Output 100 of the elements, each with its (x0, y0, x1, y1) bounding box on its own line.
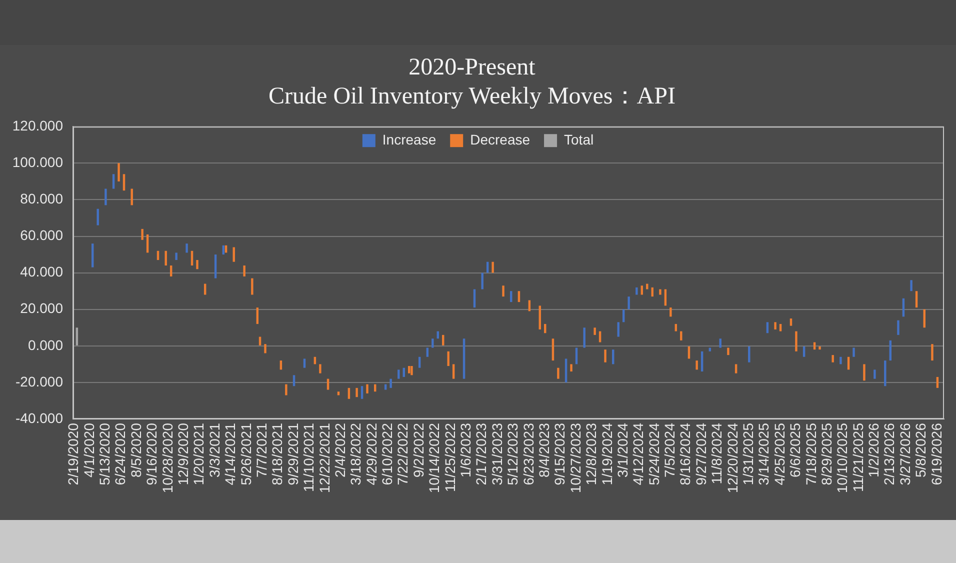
chart-subtitle: Crude Oil Inventory Weekly Moves：API (268, 83, 676, 110)
x-tick-label: 4/25/2025 (771, 422, 788, 486)
bar (659, 289, 662, 295)
bar (473, 289, 476, 308)
y-tick-label: 20.000 (20, 300, 64, 316)
bar (410, 366, 413, 376)
bar (481, 272, 484, 290)
legend-label: Increase (382, 131, 436, 148)
bar (251, 278, 254, 295)
bar (936, 376, 939, 388)
bar (398, 370, 400, 379)
x-tick-label: 11/21/2025 (850, 422, 866, 492)
bar (818, 346, 821, 350)
x-tick-label: 1/19/2024 (598, 422, 615, 486)
y-tick-label: -20.000 (16, 373, 64, 390)
y-tick-label: 40.000 (20, 264, 64, 280)
bar (604, 350, 606, 362)
x-tick-label: 6/10/2022 (379, 422, 396, 486)
bar (915, 291, 918, 308)
bar (92, 244, 94, 268)
bar (790, 318, 792, 326)
y-tick-label: 60.000 (20, 227, 64, 244)
bar (384, 384, 387, 390)
x-tick-label: 2/4/2022 (332, 422, 348, 478)
bar (118, 163, 120, 182)
bar (708, 348, 712, 352)
bar (232, 247, 235, 262)
bar (104, 188, 107, 206)
x-tick-label: 4/29/2022 (363, 422, 380, 486)
x-tick-label: 10/14/2022 (426, 422, 442, 494)
bar (852, 348, 855, 357)
x-tick-label: 10/28/2020 (159, 422, 176, 494)
bar (319, 364, 322, 374)
x-tick-label: 6/23/2023 (520, 422, 536, 486)
bar (390, 378, 392, 388)
bar (910, 280, 912, 292)
bar (795, 331, 798, 352)
bar (897, 320, 900, 335)
bar (366, 384, 368, 394)
x-tick-label: 1/6/2023 (458, 422, 474, 478)
x-tick-label: 8/18/2021 (269, 422, 286, 486)
bar (802, 346, 806, 357)
bar (874, 370, 876, 379)
x-tick-label: 6/6/2025 (787, 422, 804, 478)
bar (214, 254, 217, 278)
x-tick-label: 3/1/2024 (614, 422, 630, 478)
bar (884, 360, 886, 386)
bar (447, 351, 450, 366)
bar (774, 322, 776, 330)
x-tick-label: 5/24/2024 (646, 422, 662, 486)
bar (552, 338, 554, 361)
bar (170, 265, 172, 276)
x-tick-label: 6/19/2026 (928, 422, 944, 486)
bar (813, 342, 816, 350)
bar (243, 265, 246, 276)
x-tick-label: 3/14/2025 (756, 422, 772, 486)
bar (840, 356, 842, 364)
x-tick-label: 1/2/2026 (866, 422, 882, 478)
bar (492, 262, 494, 273)
bar (779, 324, 782, 332)
bar (510, 291, 512, 302)
bar (452, 364, 455, 379)
x-tick-label: 11/10/2021 (300, 422, 317, 492)
bar (734, 364, 738, 374)
x-tick-label: 7/7/2021 (253, 422, 270, 478)
x-tick-label: 5/12/2023 (504, 422, 521, 486)
x-tick-label: 9/16/2020 (144, 422, 160, 486)
x-tick-label: 5/13/2020 (96, 422, 113, 486)
x-tick-label: 4/14/2021 (222, 422, 238, 486)
x-tick-label: 8/29/2025 (818, 422, 834, 486)
bar (122, 174, 126, 191)
bar (356, 388, 358, 398)
bar (96, 208, 99, 226)
bar (564, 358, 568, 382)
bar (360, 386, 364, 399)
bar (303, 358, 306, 368)
x-tick-label: 12/9/2020 (175, 422, 192, 486)
bar (931, 344, 934, 361)
bar (575, 348, 578, 364)
x-tick-label: 11/8/2024 (708, 422, 725, 484)
x-tick-label: 10/27/2023 (567, 422, 584, 494)
legend-label: Total (564, 131, 594, 148)
bar (426, 348, 429, 357)
x-tick-label: 1/20/2021 (190, 422, 207, 486)
bar (141, 228, 144, 240)
x-tick-label: 3/3/2021 (206, 422, 222, 478)
bar (285, 384, 288, 396)
bar (418, 356, 421, 368)
legend-label: Decrease (470, 131, 530, 148)
bar (748, 346, 750, 362)
y-tick-label: 80.000 (20, 190, 64, 207)
bar (651, 287, 654, 297)
bar (518, 291, 520, 302)
bar (502, 286, 504, 297)
bar (442, 334, 444, 346)
bar (594, 328, 596, 335)
x-tick-label: 1/31/2025 (740, 422, 756, 486)
bar (832, 355, 834, 362)
bar (664, 289, 667, 306)
bar (292, 375, 296, 386)
